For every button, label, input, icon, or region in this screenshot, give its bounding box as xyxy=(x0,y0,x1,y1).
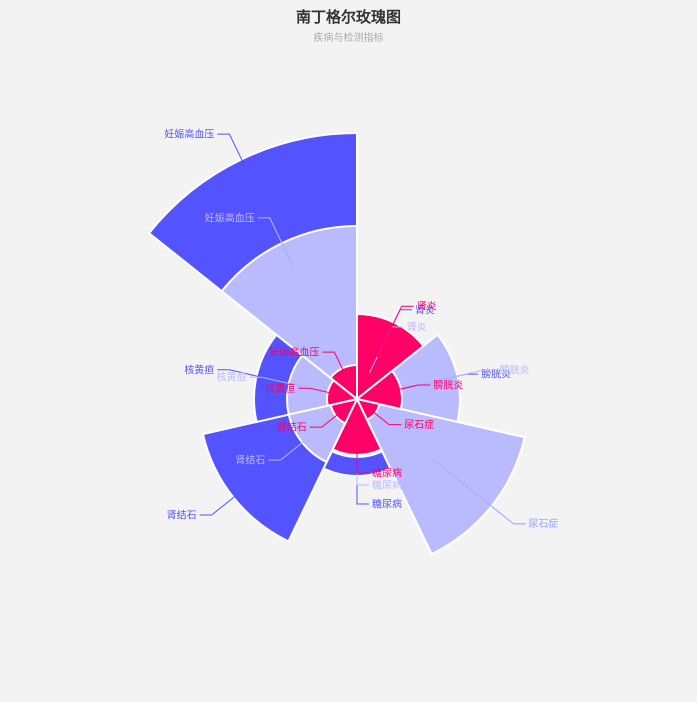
slice-label: 妊娠高血压 xyxy=(164,128,214,141)
slice-label: 肾结石 xyxy=(277,421,307,434)
slice-label: 尿石症 xyxy=(528,517,558,530)
slice-label: 膀胱炎 xyxy=(481,368,511,381)
chart-subtitle: 疾病与检测指标 xyxy=(313,33,384,44)
slice-label: 糖尿病 xyxy=(372,467,402,480)
slice-label: 肾炎 xyxy=(415,304,435,316)
label-leader-line xyxy=(309,407,346,428)
slice-label: 核黄疸 xyxy=(265,382,295,395)
slice-label: 妊娠高血压 xyxy=(205,211,255,224)
label-leader-line xyxy=(412,369,497,387)
slice-label: 糖尿病 xyxy=(372,479,402,492)
label-leader-line xyxy=(430,457,526,525)
slice-label: 糖尿病 xyxy=(372,498,402,511)
label-leader-line xyxy=(356,429,369,474)
slice-label: 妊娠高血压 xyxy=(269,346,319,359)
label-leader-line xyxy=(298,387,342,396)
slice-label: 尿石症 xyxy=(404,418,434,431)
slice-label: 核黄疸 xyxy=(217,371,247,384)
slice-label: 核黄疸 xyxy=(184,363,214,376)
label-leader-line xyxy=(257,217,317,314)
chart-title: 南丁格尔玫瑰图 xyxy=(295,8,401,26)
slice-label: 肾炎 xyxy=(417,301,437,313)
label-leader-line xyxy=(322,351,350,383)
label-leader-line xyxy=(268,422,328,461)
slice-label: 膀胱炎 xyxy=(500,363,530,376)
label-leader-line xyxy=(380,384,431,394)
label-leader-line xyxy=(249,376,320,391)
label-leader-line xyxy=(366,406,402,426)
slice-label: 肾炎 xyxy=(407,321,427,333)
label-leader-line xyxy=(376,305,414,358)
slice-label: 肾结石 xyxy=(167,509,197,522)
slice-label: 膀胱炎 xyxy=(433,379,463,392)
slice-label: 尿石症 xyxy=(528,517,558,530)
label-leader-line xyxy=(199,452,290,516)
labels-layer: 肾炎膀胱炎尿石症糖尿病肾结石核黄疸妊娠高血压肾炎膀胱炎尿石症糖尿病肾结石核黄疸妊… xyxy=(164,128,558,531)
slice-label: 肾结石 xyxy=(235,454,265,467)
